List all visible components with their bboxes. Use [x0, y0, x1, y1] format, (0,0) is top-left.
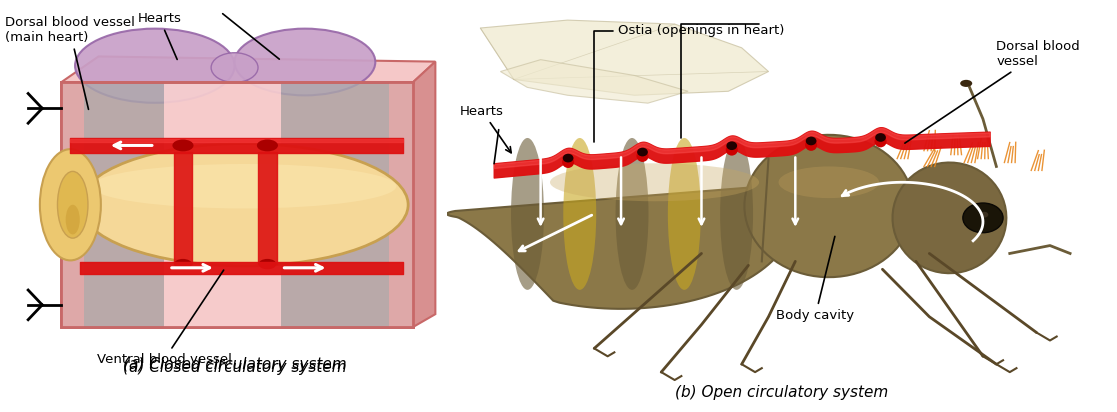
Polygon shape	[164, 82, 281, 327]
Polygon shape	[390, 82, 413, 327]
Polygon shape	[281, 82, 413, 327]
Ellipse shape	[79, 144, 408, 266]
Text: Hearts: Hearts	[460, 105, 512, 153]
Ellipse shape	[637, 150, 649, 162]
Text: Ventral blood vessel: Ventral blood vessel	[97, 270, 231, 366]
Ellipse shape	[779, 166, 879, 198]
Polygon shape	[61, 82, 164, 327]
Ellipse shape	[235, 29, 375, 96]
Text: Ostia (openings in heart): Ostia (openings in heart)	[594, 24, 784, 142]
Polygon shape	[61, 56, 436, 82]
Text: Hearts: Hearts	[137, 12, 181, 59]
Ellipse shape	[563, 154, 573, 162]
Polygon shape	[61, 82, 85, 327]
Ellipse shape	[981, 212, 989, 218]
Ellipse shape	[726, 144, 738, 156]
Ellipse shape	[726, 141, 737, 150]
Ellipse shape	[92, 164, 397, 208]
Text: Dorsal blood
vessel: Dorsal blood vessel	[905, 40, 1080, 143]
Polygon shape	[413, 62, 436, 327]
Ellipse shape	[174, 259, 192, 269]
Ellipse shape	[211, 53, 258, 82]
Text: (a) Closed circulatory system: (a) Closed circulatory system	[123, 360, 346, 375]
Text: Dorsal blood vessel
(main heart): Dorsal blood vessel (main heart)	[4, 16, 134, 109]
Text: (b) Open circulatory system: (b) Open circulatory system	[676, 385, 888, 400]
Ellipse shape	[510, 138, 544, 290]
Polygon shape	[744, 135, 914, 277]
Ellipse shape	[57, 171, 88, 238]
Ellipse shape	[75, 29, 235, 103]
Polygon shape	[447, 185, 795, 309]
Ellipse shape	[805, 139, 818, 151]
Text: (a) Closed circulatory system: (a) Closed circulatory system	[123, 357, 346, 372]
Ellipse shape	[550, 163, 760, 201]
Ellipse shape	[875, 136, 887, 147]
Ellipse shape	[963, 203, 1003, 233]
Ellipse shape	[66, 205, 79, 234]
Ellipse shape	[961, 80, 972, 87]
Ellipse shape	[258, 259, 276, 269]
Polygon shape	[480, 20, 768, 95]
Ellipse shape	[563, 138, 596, 290]
Ellipse shape	[172, 140, 193, 151]
Ellipse shape	[668, 138, 700, 290]
Ellipse shape	[562, 156, 574, 168]
Ellipse shape	[40, 149, 101, 260]
Polygon shape	[61, 82, 413, 327]
Polygon shape	[892, 162, 1006, 273]
Ellipse shape	[257, 140, 278, 151]
Ellipse shape	[637, 147, 648, 157]
Ellipse shape	[720, 138, 753, 290]
Ellipse shape	[615, 138, 649, 290]
Ellipse shape	[876, 133, 886, 142]
Ellipse shape	[805, 137, 817, 145]
Text: Body cavity: Body cavity	[776, 236, 855, 322]
Polygon shape	[500, 60, 688, 103]
